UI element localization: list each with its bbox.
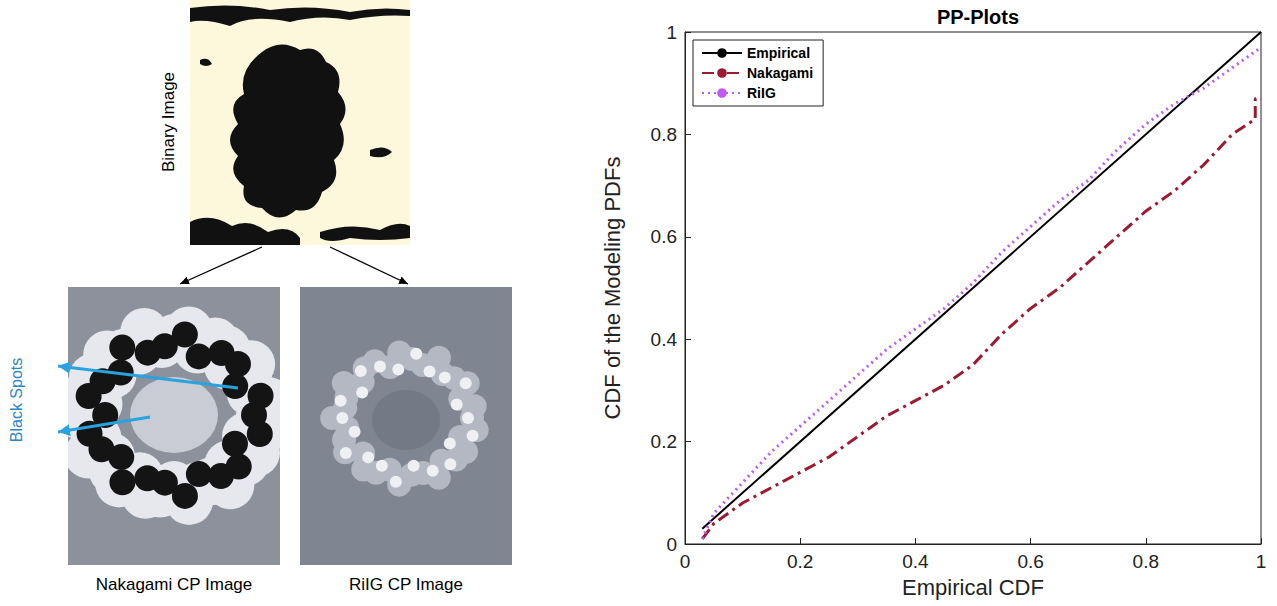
svg-text:1: 1	[666, 22, 677, 43]
svg-text:0.8: 0.8	[1133, 551, 1159, 572]
svg-text:Empirical: Empirical	[747, 45, 810, 61]
svg-text:0.6: 0.6	[651, 226, 677, 247]
svg-text:Black Spots: Black Spots	[8, 358, 25, 442]
svg-text:0.2: 0.2	[651, 431, 677, 452]
svg-text:0: 0	[680, 551, 691, 572]
svg-text:0.8: 0.8	[651, 124, 677, 145]
svg-text:0.4: 0.4	[651, 329, 678, 350]
svg-text:Binary Image: Binary Image	[159, 72, 178, 172]
svg-text:Empirical CDF: Empirical CDF	[902, 575, 1044, 600]
svg-text:0.4: 0.4	[902, 551, 929, 572]
svg-text:0.6: 0.6	[1017, 551, 1043, 572]
svg-text:RiIG: RiIG	[747, 85, 776, 101]
svg-text:0.2: 0.2	[787, 551, 813, 572]
svg-text:PP-Plots: PP-Plots	[937, 6, 1019, 28]
svg-text:Nakagami: Nakagami	[747, 65, 813, 81]
svg-text:Nakagami CP Image: Nakagami CP Image	[96, 575, 253, 594]
svg-text:1: 1	[1256, 551, 1267, 572]
svg-text:CDF of the Modeling PDFs: CDF of the Modeling PDFs	[600, 157, 625, 420]
svg-text:RiIG CP Image: RiIG CP Image	[349, 575, 463, 594]
svg-text:0: 0	[666, 534, 677, 555]
